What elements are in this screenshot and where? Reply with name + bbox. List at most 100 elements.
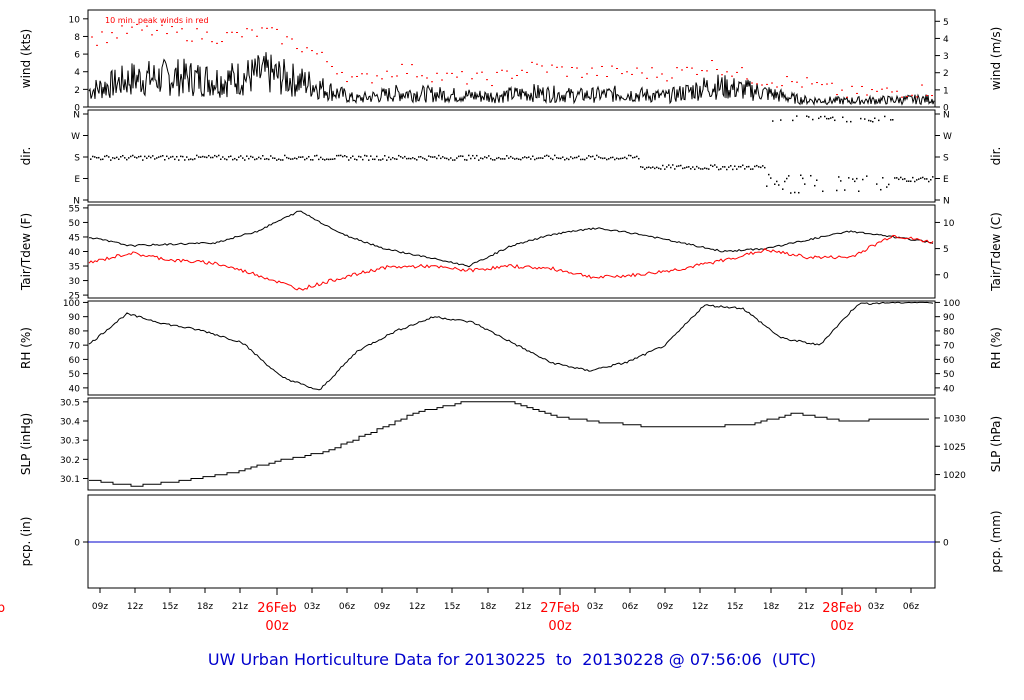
dir-point (672, 164, 674, 166)
dir-point (196, 154, 198, 157)
dir-point (532, 155, 534, 158)
dir-point (846, 120, 848, 123)
dir-point (294, 157, 296, 159)
dir-point (98, 156, 100, 159)
ytick-right-dir: S (943, 154, 949, 164)
dir-point (716, 166, 718, 168)
peak-wind-point (241, 36, 243, 38)
peak-wind-point (121, 25, 123, 27)
peak-wind-point (706, 70, 708, 72)
dir-point (594, 158, 596, 160)
dir-point (232, 158, 234, 161)
dir-point (816, 179, 818, 181)
panel-frame-slp (87, 397, 936, 491)
ytick-right-wind: 4 (943, 35, 949, 45)
xtick-label: 21z (515, 602, 531, 612)
peak-wind-point (281, 43, 283, 45)
peak-wind-point (586, 73, 588, 75)
peak-wind-point (921, 84, 923, 86)
dir-point (628, 154, 630, 157)
dir-point (774, 183, 776, 185)
peak-wind-point (276, 28, 278, 30)
dir-point (320, 156, 322, 159)
peak-wind-point (886, 87, 888, 89)
dir-point (458, 155, 460, 158)
ytick-right-rh: 60 (943, 356, 955, 366)
ytick-right-wind: 2 (943, 69, 949, 79)
dir-point (906, 180, 908, 182)
ytick-right-slp: 1025 (943, 443, 966, 453)
day-label-date: 27Feb (540, 601, 580, 616)
dir-point (530, 158, 532, 160)
peak-wind-point (541, 65, 543, 67)
peak-wind-point (321, 51, 323, 53)
peak-wind-point (631, 73, 633, 75)
dir-point (318, 158, 320, 161)
dir-point (488, 155, 490, 157)
dir-point (182, 155, 184, 158)
peak-wind-point (431, 81, 433, 83)
dir-point (792, 119, 794, 122)
dir-point (230, 155, 232, 157)
dir-point (910, 180, 912, 183)
peak-wind-point (226, 32, 228, 34)
dir-point (536, 157, 538, 160)
peak-wind-point (856, 92, 858, 94)
dir-point (484, 156, 486, 158)
dir-point (902, 178, 904, 181)
ytick-left-temp: 50 (69, 219, 81, 229)
ytick-left-temp: 45 (69, 233, 80, 243)
dir-point (316, 154, 318, 157)
day-label-date: 26Feb (257, 601, 297, 616)
dir-point (272, 157, 274, 159)
peak-wind-point (346, 81, 348, 83)
dir-point (566, 157, 568, 160)
dir-point (656, 166, 658, 169)
dir-point (498, 156, 500, 159)
dir-point (92, 155, 94, 158)
dir-point (612, 156, 614, 159)
peak-wind-point (186, 40, 188, 42)
dir-point (366, 155, 368, 157)
dir-point (580, 158, 582, 161)
peak-wind-point (506, 70, 508, 72)
dir-point (174, 158, 176, 161)
peak-wind-point (401, 63, 403, 65)
dir-point (862, 178, 864, 181)
peak-wind-point (391, 76, 393, 78)
dir-point (742, 164, 744, 167)
peak-wind-point (141, 29, 143, 31)
dir-point (454, 159, 456, 161)
peak-wind-point (206, 31, 208, 33)
dir-point (704, 167, 706, 169)
ytick-left-rh: 50 (69, 370, 81, 380)
peak-wind-point (596, 74, 598, 76)
dir-point (288, 157, 290, 160)
dir-point (818, 117, 820, 120)
dir-point (728, 166, 730, 168)
dir-point (546, 154, 548, 157)
dir-point (540, 157, 542, 159)
dir-point (896, 177, 898, 179)
dir-point (426, 159, 428, 161)
dir-point (302, 156, 304, 158)
dir-point (502, 158, 504, 160)
dir-point (104, 155, 106, 158)
dir-point (482, 157, 484, 160)
dir-point (396, 158, 398, 160)
dir-point (226, 158, 228, 161)
dir-point (884, 115, 886, 118)
peak-wind-point (871, 89, 873, 91)
dir-point (630, 154, 632, 157)
dir-point (514, 158, 516, 160)
ytick-left-wind: 10 (69, 15, 81, 25)
dir-point (424, 158, 426, 160)
dir-point (400, 156, 402, 158)
ylabel-left-wind: wind (kts) (19, 29, 33, 88)
dir-point (244, 159, 246, 161)
dir-point (460, 155, 462, 157)
peak-wind-point (126, 32, 128, 34)
dir-point (844, 189, 846, 191)
dir-point (284, 154, 286, 157)
dir-point (282, 159, 284, 161)
